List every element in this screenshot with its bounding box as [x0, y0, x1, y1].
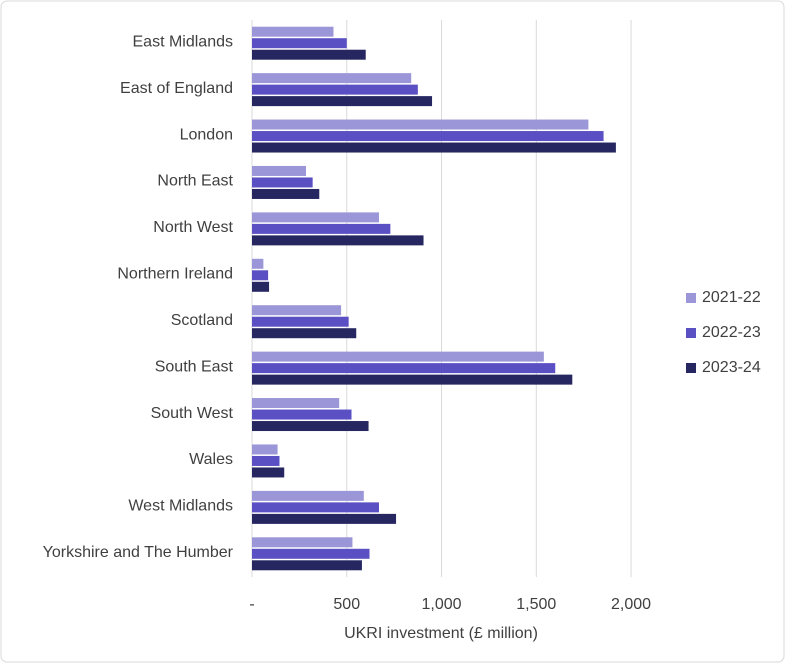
bar: [252, 316, 349, 327]
bar: [252, 467, 285, 478]
bar: [252, 281, 270, 292]
y-tick-label: South West: [151, 405, 234, 422]
bar: [252, 188, 320, 199]
bar: [252, 131, 604, 142]
bar: [252, 502, 379, 513]
bar: [252, 398, 340, 409]
bar: [252, 49, 366, 60]
bar: [252, 119, 589, 130]
bar: [252, 165, 307, 176]
y-tick-label: London: [180, 126, 233, 143]
bar: [252, 363, 556, 374]
bar: [252, 421, 369, 432]
bar: [252, 177, 313, 188]
bar: [252, 455, 280, 466]
y-tick-label: Scotland: [171, 312, 233, 329]
y-tick-label: North East: [157, 173, 233, 190]
bar: [252, 258, 264, 269]
bar: [252, 212, 379, 223]
bar: [252, 490, 364, 501]
bar: [252, 560, 362, 571]
y-tick-label: Wales: [189, 451, 233, 468]
bar: [252, 351, 544, 362]
y-tick-label: West Midlands: [128, 498, 233, 515]
y-tick-label: North West: [153, 219, 233, 236]
y-tick-label: Northern Ireland: [117, 266, 233, 283]
bar: [252, 270, 269, 281]
bar: [252, 305, 342, 316]
bar: [252, 26, 334, 37]
legend-swatch: [686, 363, 696, 373]
x-tick-label: -: [249, 596, 254, 613]
bar: [252, 73, 412, 84]
legend-label: 2022-23: [702, 324, 761, 341]
x-tick-label: 2,000: [611, 596, 651, 613]
y-tick-label: East of England: [120, 80, 233, 97]
bar: [252, 374, 573, 385]
bar: [252, 409, 352, 420]
bar: [252, 328, 357, 339]
legend-swatch: [686, 293, 696, 303]
bar: [252, 548, 370, 559]
legend-label: 2021-22: [702, 289, 761, 306]
y-tick-label: Yorkshire and The Humber: [43, 544, 234, 561]
bar: [252, 444, 278, 455]
y-tick-label: South East: [155, 358, 234, 375]
x-tick-label: 1,000: [422, 596, 462, 613]
bar: [252, 96, 433, 107]
x-tick-label: 500: [333, 596, 360, 613]
bar: [252, 38, 347, 49]
x-tick-label: 1,500: [516, 596, 556, 613]
bar: [252, 537, 353, 548]
bar: [252, 223, 391, 234]
bar: [252, 513, 397, 524]
legend-label: 2023-24: [702, 359, 761, 376]
bar: [252, 235, 424, 246]
bar: [252, 142, 616, 153]
x-axis-title: UKRI investment (£ million): [344, 625, 538, 642]
y-tick-label: East Midlands: [133, 33, 234, 50]
bar: [252, 84, 418, 95]
legend-swatch: [686, 328, 696, 338]
